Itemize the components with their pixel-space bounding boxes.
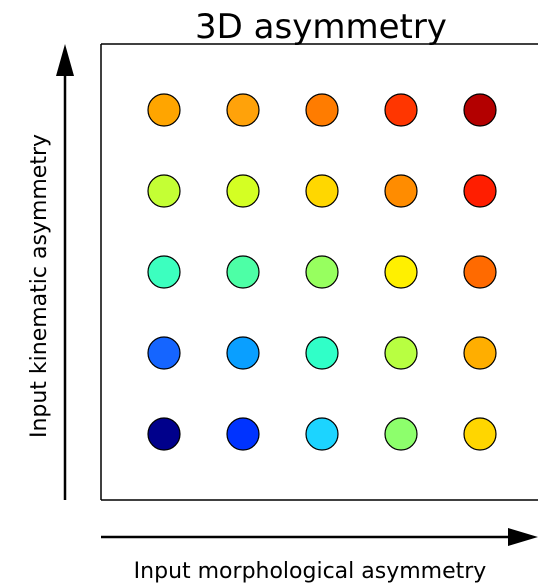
data-point-2-4 [226,174,260,208]
data-point-4-4 [384,174,418,208]
data-points [147,93,497,451]
data-point-5-2 [463,336,497,370]
data-point-1-1 [147,417,181,451]
chart-title: 3D asymmetry [195,7,447,47]
data-point-1-4 [147,174,181,208]
data-point-5-4 [463,174,497,208]
data-point-5-3 [463,255,497,289]
x-axis-label: Input morphological asymmetry [134,559,487,584]
data-point-1-5 [147,93,181,127]
data-point-5-1 [463,417,497,451]
data-point-3-4 [305,174,339,208]
data-point-4-5 [384,93,418,127]
y-axis-arrow [56,44,74,500]
data-point-3-3 [305,255,339,289]
data-point-1-3 [147,255,181,289]
x-arrow-head [508,528,538,546]
data-point-3-1 [305,417,339,451]
data-point-2-1 [226,417,260,451]
data-point-1-2 [147,336,181,370]
data-point-4-3 [384,255,418,289]
data-point-2-3 [226,255,260,289]
y-axis-label: Input kinematic asymmetry [27,134,52,438]
data-point-2-5 [226,93,260,127]
plot-frame [100,43,538,501]
data-point-4-1 [384,417,418,451]
data-point-4-2 [384,336,418,370]
data-point-3-2 [305,336,339,370]
x-axis-arrow [101,528,538,546]
data-point-2-2 [226,336,260,370]
y-arrow-head [56,44,74,76]
data-point-3-5 [305,93,339,127]
data-point-5-5 [463,93,497,127]
